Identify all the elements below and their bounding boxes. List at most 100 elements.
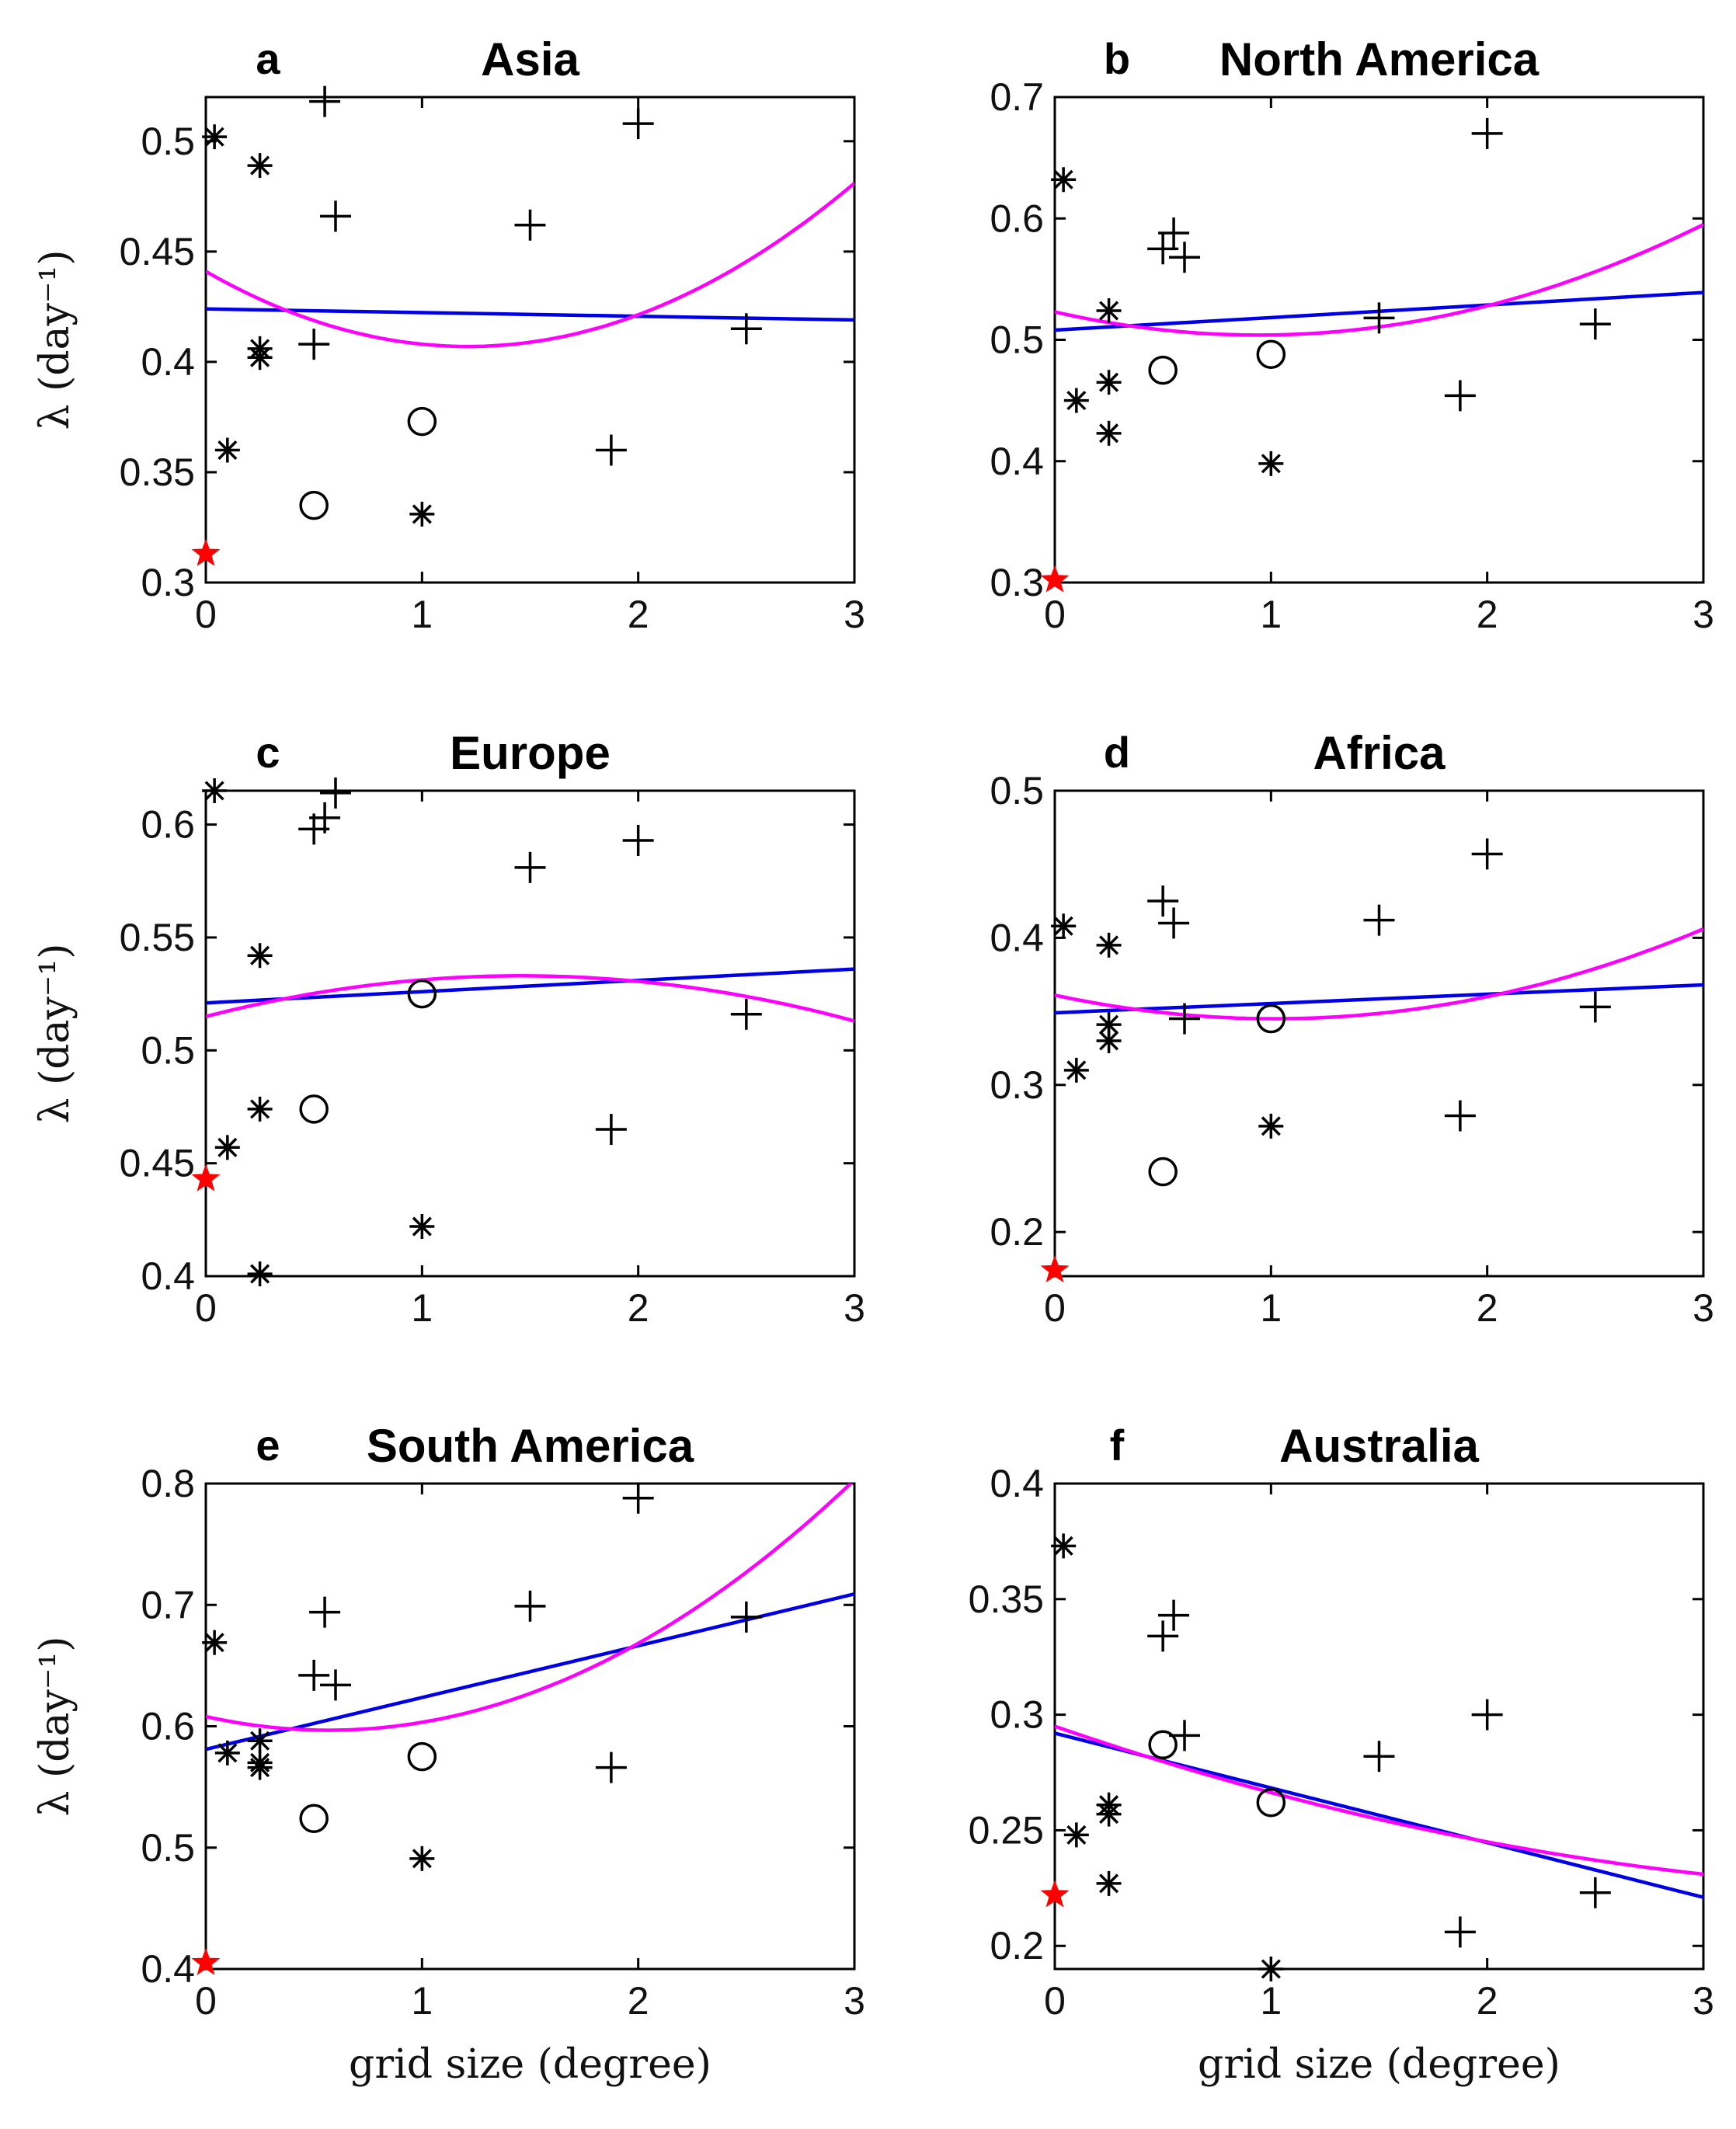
x-tick-label: 2 [1477, 1286, 1498, 1330]
x-tick-label: 1 [1260, 1286, 1282, 1330]
y-tick-label: 0.5 [141, 1028, 195, 1072]
plus-point [320, 1669, 351, 1701]
plus-point [595, 1114, 627, 1146]
plus-point [514, 851, 546, 883]
plus-point [309, 1596, 341, 1628]
plus-point [298, 1659, 330, 1691]
plus-point [1147, 885, 1179, 917]
circle-point [407, 1741, 437, 1772]
asterisk-point [247, 1096, 273, 1122]
asterisk-point [409, 1214, 435, 1240]
asterisk-point [214, 1135, 240, 1160]
panel-c: 0 1 2 3 0.4 0.45 0.5 0.55 0.6 c Europe λ (day⁻¹) [32, 727, 865, 1330]
x-tick-label: 0 [195, 1286, 217, 1330]
y-tick-label: 0.4 [990, 1462, 1044, 1505]
y-tick-label: 0.3 [141, 561, 195, 604]
y-tick-label: 0.45 [120, 230, 195, 273]
asterisk-point [202, 1630, 228, 1655]
plus-point [1363, 904, 1395, 936]
plus-point [1147, 1620, 1179, 1652]
y-tick-label: 0.7 [990, 75, 1044, 119]
circle-point [299, 490, 329, 520]
plus-point [1169, 242, 1200, 273]
panel-b: 0 1 2 3 0.3 0.4 0.5 0.6 0.7 b North America [990, 33, 1713, 636]
reference-star-point [1040, 565, 1070, 593]
y-tick-label: 0.35 [969, 1578, 1044, 1621]
panel-d: 0 1 2 3 0.2 0.3 0.4 0.5 d Africa [990, 727, 1713, 1330]
quadratic-fit-curve [1055, 927, 1703, 1021]
plus-point [309, 85, 341, 117]
x-tick-label: 0 [195, 593, 217, 636]
y-tick-label: 0.7 [141, 1583, 195, 1626]
x-tick-label: 2 [1477, 1979, 1498, 2023]
asterisk-point [247, 153, 273, 179]
asterisk-point [1096, 1870, 1122, 1896]
plus-point [730, 998, 762, 1030]
plot-frame [1053, 789, 1705, 1278]
x-tick-label: 3 [1693, 1286, 1714, 1330]
plus-point [622, 824, 654, 856]
asterisk-point [1096, 1801, 1122, 1827]
asterisk-point [1258, 450, 1284, 476]
y-tick-label: 0.6 [990, 197, 1044, 240]
x-tick-label: 1 [1260, 593, 1282, 636]
plus-point [595, 1752, 627, 1783]
reference-star-point [1040, 1254, 1070, 1283]
x-tick-label: 3 [844, 593, 865, 636]
y-tick-label: 0.3 [990, 561, 1044, 604]
x-tick-label: 2 [628, 1979, 649, 2023]
plus-point [1579, 991, 1611, 1023]
asterisk-point [247, 943, 273, 969]
x-tick-label: 3 [844, 1286, 865, 1330]
y-tick-label: 0.25 [969, 1808, 1044, 1852]
plot-frame [1053, 1482, 1705, 1971]
plus-point [1471, 117, 1503, 149]
panel-letter: d [1104, 728, 1130, 777]
y-tick-label: 0.4 [141, 1947, 195, 1991]
y-tick-label: 0.6 [141, 1705, 195, 1748]
reference-star-point [191, 538, 221, 566]
plus-point [1579, 1877, 1611, 1908]
panel-letter: e [256, 1421, 280, 1470]
panel-letter: b [1104, 34, 1130, 83]
asterisk-point [1051, 167, 1077, 193]
asterisk-point [1096, 420, 1122, 446]
panel-title: South America [367, 1420, 694, 1472]
y-tick-label: 0.2 [990, 1924, 1044, 1967]
y-axis-label: λ (day⁻¹) [32, 249, 78, 430]
circle-point [407, 979, 437, 1009]
panel-title: Europe [450, 727, 611, 779]
plot-frame [204, 96, 856, 584]
y-tick-label: 0.6 [141, 803, 195, 847]
panel-title: Africa [1313, 727, 1446, 779]
circle-point [1148, 1730, 1178, 1760]
x-tick-label: 3 [844, 1979, 865, 2023]
y-tick-label: 0.4 [990, 440, 1044, 483]
quadratic-fit-curve [206, 974, 854, 1023]
quadratic-fit-curve [206, 182, 854, 349]
x-tick-label: 1 [411, 593, 433, 636]
plus-point [1158, 907, 1190, 939]
panel-letter: a [256, 34, 280, 83]
plus-point [1169, 1720, 1200, 1752]
reference-star-point [1040, 1880, 1070, 1908]
y-tick-label: 0.3 [990, 1063, 1044, 1107]
x-tick-label: 2 [1477, 593, 1498, 636]
quadratic-fit-curve [1055, 1724, 1703, 1877]
plus-point [514, 1590, 546, 1622]
asterisk-point [214, 1740, 240, 1765]
asterisk-point [1063, 1822, 1089, 1848]
x-tick-label: 3 [1693, 593, 1714, 636]
asterisk-point [247, 1728, 273, 1754]
y-tick-label: 0.55 [120, 916, 195, 959]
linear-fit-line [1055, 983, 1703, 1015]
plus-point [1579, 308, 1611, 340]
plus-point [730, 1601, 762, 1633]
quadratic-fit-curve [206, 1484, 854, 1732]
y-tick-label: 0.4 [990, 916, 1044, 959]
reference-star-point [191, 1947, 221, 1975]
y-tick-label: 0.45 [120, 1142, 195, 1185]
asterisk-point [1096, 1012, 1122, 1038]
x-tick-label: 2 [628, 593, 649, 636]
plus-point [298, 329, 330, 360]
